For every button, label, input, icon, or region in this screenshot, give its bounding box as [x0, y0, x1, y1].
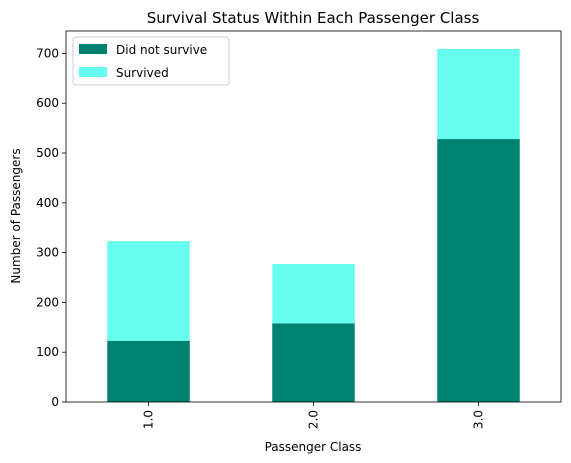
y-tick-label: 300	[36, 246, 59, 260]
x-tick-label: 2.0	[307, 410, 321, 429]
y-axis-label: Number of Passengers	[9, 148, 23, 283]
y-tick-label: 0	[51, 395, 59, 409]
x-tick-label: 1.0	[142, 410, 156, 429]
y-tick-label: 100	[36, 345, 59, 359]
bar-did-not-survive-3.0	[437, 139, 520, 402]
bars-group	[107, 48, 520, 402]
y-tick-label: 500	[36, 146, 59, 160]
legend-label: Survived	[116, 66, 169, 80]
x-axis: 1.0 2.0 3.0	[142, 402, 486, 429]
x-tick-label: 3.0	[472, 410, 486, 429]
y-tick-label: 200	[36, 295, 59, 309]
bar-survived-1.0	[107, 241, 190, 341]
y-tick-label: 400	[36, 196, 59, 210]
plot-frame	[65, 30, 562, 403]
x-axis-label: Passenger Class	[265, 440, 362, 454]
bar-did-not-survive-2.0	[272, 323, 355, 402]
y-tick-label: 700	[36, 46, 59, 60]
bar-survived-3.0	[437, 48, 520, 140]
y-tick-label: 600	[36, 96, 59, 110]
bar-survived-2.0	[272, 264, 355, 324]
chart-title: Survival Status Within Each Passenger Cl…	[147, 9, 480, 27]
legend-box	[72, 36, 230, 86]
legend-label: Did not survive	[116, 43, 207, 57]
y-axis: 0 100 200 300 400 500 600 700	[36, 46, 66, 409]
bar-did-not-survive-1.0	[107, 340, 190, 402]
legend-swatch-survived	[79, 67, 107, 77]
legend-swatch-did-not-survive	[79, 44, 107, 54]
legend: Did not survive Survived	[72, 36, 230, 86]
